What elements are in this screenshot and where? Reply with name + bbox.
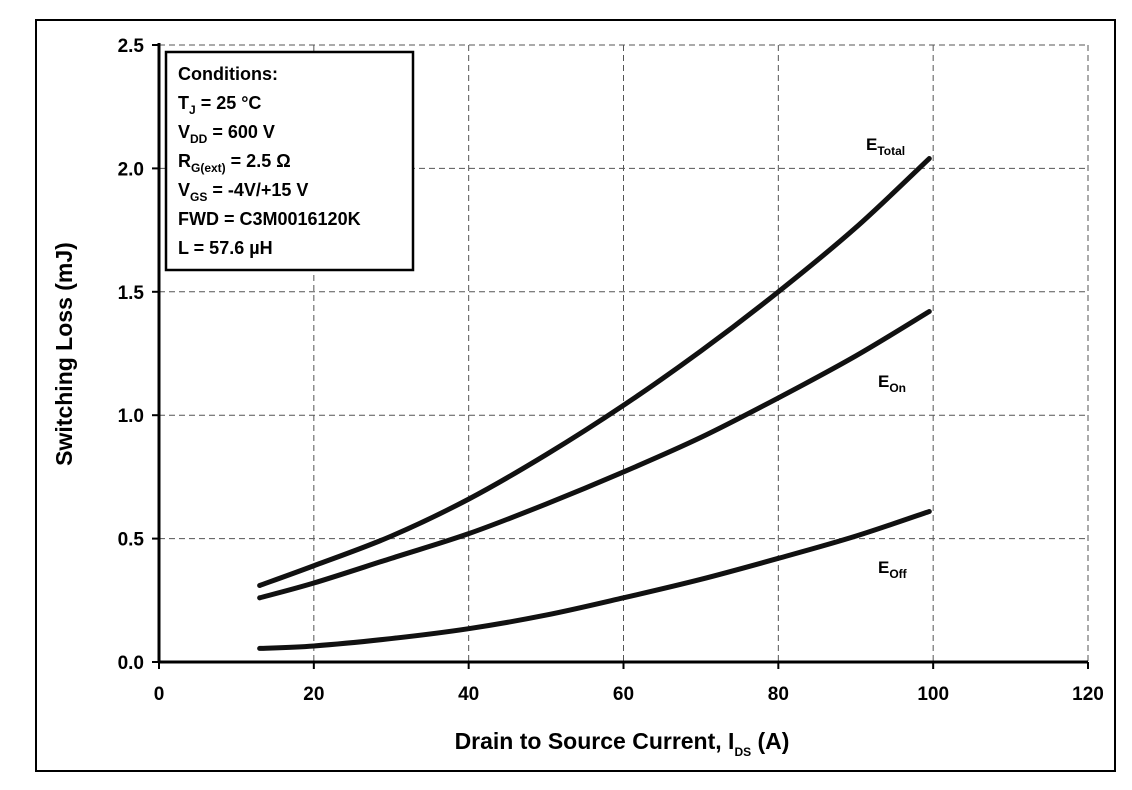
y-tick-label: 2.0 — [118, 159, 144, 180]
condition-line: L = 57.6 µH — [178, 238, 273, 258]
label-e-off: EOff — [878, 558, 908, 581]
y-tick-label: 1.5 — [118, 283, 145, 304]
x-tick-label: 0 — [154, 684, 165, 705]
series-lines — [257, 156, 932, 651]
tick-labels: 0 20 40 60 80 100 120 0.0 0.5 1.0 1.5 2.0 2.5 — [118, 36, 1104, 705]
condition-line: VDD = 600 V — [178, 122, 275, 146]
series-e-on-line — [257, 309, 932, 601]
x-axis-title: Drain to Source Current, IDS (A) — [455, 728, 790, 759]
y-tick-label: 2.5 — [118, 36, 145, 57]
x-tick-label: 20 — [303, 684, 324, 705]
label-e-on: EOn — [878, 372, 906, 395]
condition-line: RG(ext) = 2.5 Ω — [178, 151, 291, 175]
y-tick-label: 1.0 — [118, 406, 144, 427]
x-tick-label: 80 — [768, 684, 789, 705]
x-tick-label: 60 — [613, 684, 634, 705]
axes — [152, 43, 1089, 669]
series-e-total-line — [257, 156, 932, 588]
conditions-box-frame — [164, 50, 415, 272]
conditions-box: Conditions: TJ = 25 °C VDD = 600 V RG(ext) … — [164, 50, 415, 272]
y-tick-label: 0.0 — [118, 653, 144, 674]
x-axis-title-main: Drain to Source Current, I — [455, 728, 735, 754]
conditions-lines: Conditions: TJ = 25 °C VDD = 600 V RG(ext) … — [178, 64, 361, 258]
condition-line: FWD = C3M0016120K — [178, 209, 361, 229]
condition-line: Conditions: — [178, 64, 278, 84]
x-tick-label: 40 — [458, 684, 479, 705]
condition-line: VGS = -4V/+15 V — [178, 180, 308, 204]
x-tick-label: 100 — [917, 684, 949, 705]
y-axis-title: Switching Loss (mJ) — [51, 242, 77, 466]
x-axis-title-suffix: (A) — [751, 728, 789, 754]
y-tick-label: 0.5 — [118, 530, 145, 551]
x-tick-label: 120 — [1072, 684, 1104, 705]
x-axis-title-sub: DS — [734, 745, 751, 759]
series-e-off-line — [257, 508, 932, 651]
condition-line: TJ = 25 °C — [178, 93, 261, 117]
label-e-total: ETotal — [866, 135, 905, 158]
series-labels: ETotal EOn EOff — [866, 135, 908, 581]
